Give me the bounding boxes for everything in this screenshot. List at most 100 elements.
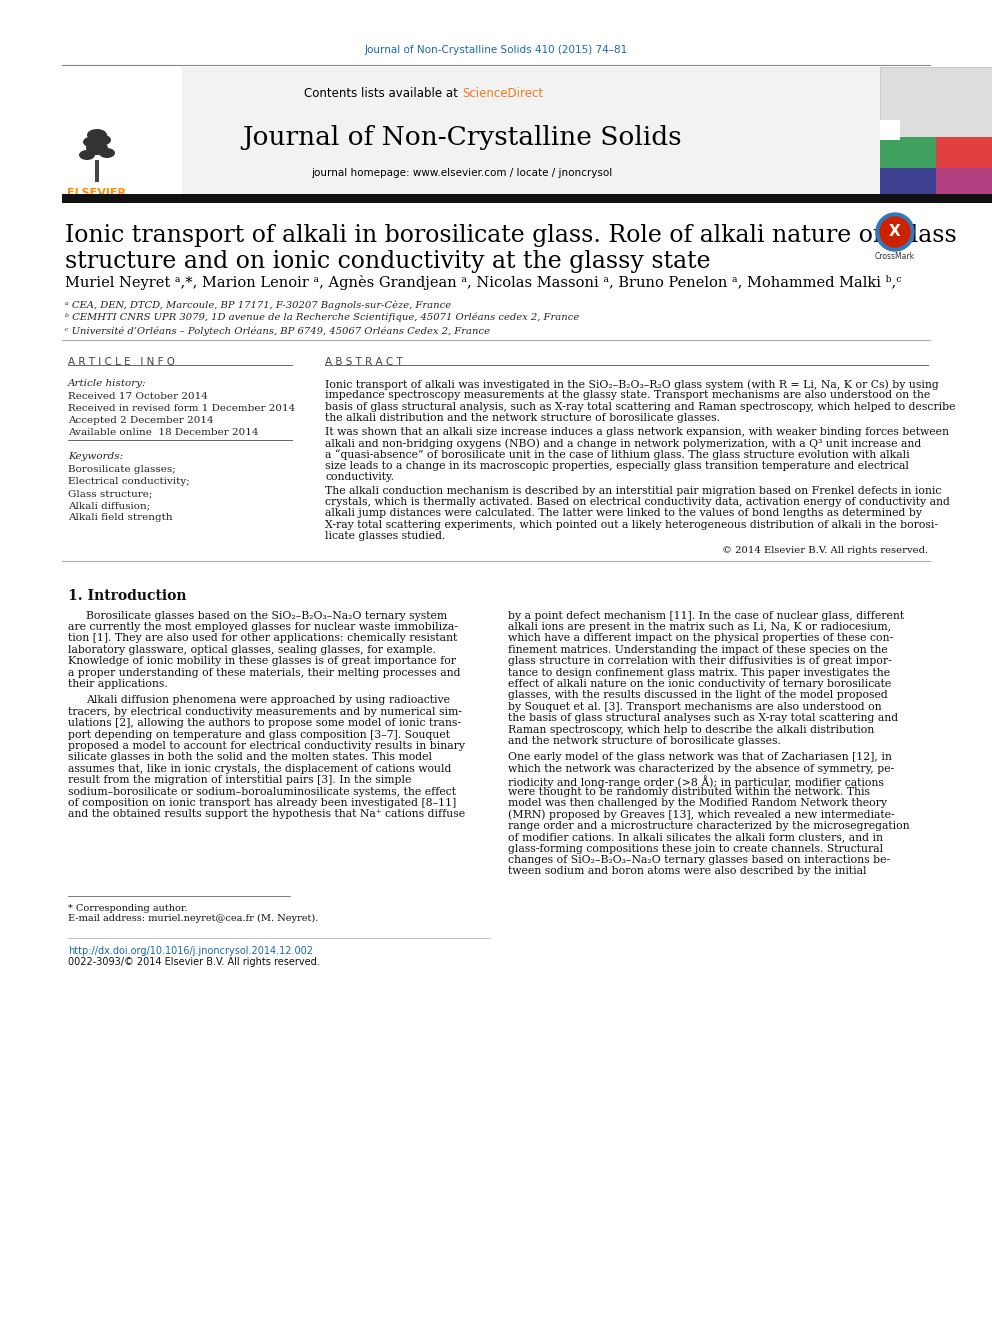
- Text: their applications.: their applications.: [68, 679, 168, 689]
- Text: range order and a microstructure characterized by the microsegregation: range order and a microstructure charact…: [508, 820, 910, 831]
- Text: Accepted 2 December 2014: Accepted 2 December 2014: [68, 415, 213, 425]
- Text: tracers, by electrical conductivity measurements and by numerical sim-: tracers, by electrical conductivity meas…: [68, 706, 462, 717]
- Text: model was then challenged by the Modified Random Network theory: model was then challenged by the Modifie…: [508, 798, 887, 808]
- Ellipse shape: [79, 149, 95, 160]
- Text: Alkali diffusion;: Alkali diffusion;: [68, 501, 150, 509]
- Text: http://dx.doi.org/10.1016/j.jnoncrysol.2014.12.002: http://dx.doi.org/10.1016/j.jnoncrysol.2…: [68, 946, 313, 955]
- Bar: [880, 138, 992, 194]
- Text: Received in revised form 1 December 2014: Received in revised form 1 December 2014: [68, 404, 296, 413]
- Ellipse shape: [86, 142, 108, 155]
- Text: ᵃ CEA, DEN, DTCD, Marcoule, BP 17171, F-30207 Bagnols-sur-Cèze, France: ᵃ CEA, DEN, DTCD, Marcoule, BP 17171, F-…: [65, 300, 451, 310]
- Text: crystals, which is thermally activated. Based on electrical conductivity data, a: crystals, which is thermally activated. …: [325, 497, 950, 507]
- Text: the alkali distribution and the network structure of borosilicate glasses.: the alkali distribution and the network …: [325, 413, 720, 423]
- Text: changes of SiO₂–B₂O₃–Na₂O ternary glasses based on interactions be-: changes of SiO₂–B₂O₃–Na₂O ternary glasse…: [508, 855, 890, 865]
- Text: silicate glasses in both the solid and the molten states. This model: silicate glasses in both the solid and t…: [68, 753, 432, 762]
- Text: * Corresponding author.: * Corresponding author.: [68, 904, 187, 913]
- Text: Muriel Neyret ᵃ,*, Marion Lenoir ᵃ, Agnès Grandjean ᵃ, Nicolas Massoni ᵃ, Bruno : Muriel Neyret ᵃ,*, Marion Lenoir ᵃ, Agnè…: [65, 275, 902, 290]
- Text: riodicity and long-range order (>8 Å); in particular, modifier cations: riodicity and long-range order (>8 Å); i…: [508, 775, 884, 789]
- Polygon shape: [95, 160, 99, 183]
- Circle shape: [876, 213, 914, 251]
- Text: size leads to a change in its macroscopic properties, especially glass transitio: size leads to a change in its macroscopi…: [325, 460, 909, 471]
- Text: port depending on temperature and glass composition [3–7]. Souquet: port depending on temperature and glass …: [68, 729, 450, 740]
- Text: X: X: [889, 225, 901, 239]
- Text: basis of glass structural analysis, such as X-ray total scattering and Raman spe: basis of glass structural analysis, such…: [325, 402, 955, 411]
- Text: X-ray total scattering experiments, which pointed out a likely heterogeneous dis: X-ray total scattering experiments, whic…: [325, 520, 938, 529]
- Text: of modifier cations. In alkali silicates the alkali form clusters, and in: of modifier cations. In alkali silicates…: [508, 832, 883, 843]
- Text: 1. Introduction: 1. Introduction: [68, 589, 186, 602]
- Text: Alkali field strength: Alkali field strength: [68, 513, 173, 523]
- Text: glass-forming compositions these join to create channels. Structural: glass-forming compositions these join to…: [508, 844, 883, 853]
- Text: of composition on ionic transport has already been investigated [8–11]: of composition on ionic transport has al…: [68, 798, 456, 808]
- Text: Available online  18 December 2014: Available online 18 December 2014: [68, 429, 259, 437]
- Text: One early model of the glass network was that of Zachariasen [12], in: One early model of the glass network was…: [508, 753, 892, 762]
- Text: assumes that, like in ionic crystals, the displacement of cations would: assumes that, like in ionic crystals, th…: [68, 763, 451, 774]
- Text: CrossMark: CrossMark: [875, 251, 915, 261]
- Text: which have a different impact on the physical properties of these con-: which have a different impact on the phy…: [508, 634, 893, 643]
- Text: and the network structure of borosilicate glasses.: and the network structure of borosilicat…: [508, 736, 781, 746]
- Text: ᶜ Université d’Orléans – Polytech Orléans, BP 6749, 45067 Orléans Cedex 2, Franc: ᶜ Université d’Orléans – Polytech Orléan…: [65, 325, 490, 336]
- Text: Raman spectroscopy, which help to describe the alkali distribution: Raman spectroscopy, which help to descri…: [508, 725, 874, 734]
- Text: which the network was characterized by the absence of symmetry, pe-: which the network was characterized by t…: [508, 763, 894, 774]
- Text: Article history:: Article history:: [68, 378, 147, 388]
- Text: tance to design confinement glass matrix. This paper investigates the: tance to design confinement glass matrix…: [508, 668, 890, 677]
- Text: finement matrices. Understanding the impact of these species on the: finement matrices. Understanding the imp…: [508, 644, 888, 655]
- Text: alkali jump distances were calculated. The latter were linked to the values of b: alkali jump distances were calculated. T…: [325, 508, 922, 519]
- Text: tion [1]. They are also used for other applications: chemically resistant: tion [1]. They are also used for other a…: [68, 634, 457, 643]
- Text: by a point defect mechanism [11]. In the case of nuclear glass, different: by a point defect mechanism [11]. In the…: [508, 611, 904, 620]
- Text: were thought to be randomly distributed within the network. This: were thought to be randomly distributed …: [508, 787, 870, 796]
- Text: Received 17 October 2014: Received 17 October 2014: [68, 392, 208, 401]
- Text: impedance spectroscopy measurements at the glassy state. Transport mechanisms ar: impedance spectroscopy measurements at t…: [325, 390, 930, 401]
- Text: effect of alkali nature on the ionic conductivity of ternary borosilicate: effect of alkali nature on the ionic con…: [508, 679, 891, 689]
- Text: by Souquet et al. [3]. Transport mechanisms are also understood on: by Souquet et al. [3]. Transport mechani…: [508, 701, 882, 712]
- Text: Borosilicate glasses based on the SiO₂–B₂O₃–Na₂O ternary system: Borosilicate glasses based on the SiO₂–B…: [86, 611, 447, 620]
- Text: and the obtained results support the hypothesis that Na⁺ cations diffuse: and the obtained results support the hyp…: [68, 810, 465, 819]
- Text: ᵇ CEMHTI CNRS UPR 3079, 1D avenue de la Recherche Scientifique, 45071 Orléans ce: ᵇ CEMHTI CNRS UPR 3079, 1D avenue de la …: [65, 314, 579, 323]
- Text: © 2014 Elsevier B.V. All rights reserved.: © 2014 Elsevier B.V. All rights reserved…: [722, 545, 928, 554]
- Bar: [880, 138, 936, 168]
- Text: Electrical conductivity;: Electrical conductivity;: [68, 478, 189, 486]
- Ellipse shape: [83, 136, 101, 147]
- Text: (MRN) proposed by Greaves [13], which revealed a new intermediate-: (MRN) proposed by Greaves [13], which re…: [508, 810, 895, 820]
- Text: A B S T R A C T: A B S T R A C T: [325, 357, 403, 366]
- Ellipse shape: [99, 148, 115, 157]
- Text: It was shown that an alkali size increase induces a glass network expansion, wit: It was shown that an alkali size increas…: [325, 426, 949, 437]
- Bar: [880, 120, 900, 140]
- Text: Glass structure;: Glass structure;: [68, 490, 153, 497]
- Text: ulations [2], allowing the authors to propose some model of ionic trans-: ulations [2], allowing the authors to pr…: [68, 718, 461, 728]
- Ellipse shape: [87, 130, 107, 142]
- Ellipse shape: [93, 135, 111, 146]
- Text: conductivity.: conductivity.: [325, 472, 394, 482]
- Text: E: E: [887, 132, 894, 142]
- Text: Alkali diffusion phenomena were approached by using radioactive: Alkali diffusion phenomena were approach…: [86, 696, 450, 705]
- Text: A R T I C L E   I N F O: A R T I C L E I N F O: [68, 357, 175, 366]
- Text: tween sodium and boron atoms were also described by the initial: tween sodium and boron atoms were also d…: [508, 867, 866, 876]
- Text: a proper understanding of these materials, their melting processes and: a proper understanding of these material…: [68, 668, 460, 677]
- Bar: [880, 67, 992, 194]
- Bar: [936, 138, 992, 168]
- Text: result from the migration of interstitial pairs [3]. In the simple: result from the migration of interstitia…: [68, 775, 412, 785]
- Text: ELSEVIER: ELSEVIER: [67, 188, 127, 198]
- Bar: [880, 138, 936, 194]
- Text: Contents lists available at: Contents lists available at: [305, 87, 462, 101]
- Text: laboratory glassware, optical glasses, sealing glasses, for example.: laboratory glassware, optical glasses, s…: [68, 644, 435, 655]
- Text: journal homepage: www.elsevier.com / locate / jnoncrysol: journal homepage: www.elsevier.com / loc…: [311, 168, 613, 179]
- Text: NON-CRYSTALLINE: NON-CRYSTALLINE: [911, 153, 961, 157]
- Text: glasses, with the results discussed in the light of the model proposed: glasses, with the results discussed in t…: [508, 691, 888, 700]
- Circle shape: [880, 217, 910, 247]
- Text: glass structure in correlation with their diffusivities is of great impor-: glass structure in correlation with thei…: [508, 656, 892, 667]
- Text: Journal of Non-Crystalline Solids 410 (2015) 74–81: Journal of Non-Crystalline Solids 410 (2…: [364, 45, 628, 56]
- Bar: [62, 67, 182, 194]
- Text: E-mail address: muriel.neyret@cea.fr (M. Neyret).: E-mail address: muriel.neyret@cea.fr (M.…: [68, 914, 318, 923]
- Text: alkali and non-bridging oxygens (NBO) and a change in network polymerization, wi: alkali and non-bridging oxygens (NBO) an…: [325, 438, 922, 448]
- Text: sodium–borosilicate or sodium–boroaluminosilicate systems, the effect: sodium–borosilicate or sodium–boroalumin…: [68, 787, 456, 796]
- Bar: [182, 67, 880, 194]
- Text: are currently the most employed glasses for nuclear waste immobiliza-: are currently the most employed glasses …: [68, 622, 458, 632]
- Text: Knowledge of ionic mobility in these glasses is of great importance for: Knowledge of ionic mobility in these gla…: [68, 656, 456, 667]
- Text: licate glasses studied.: licate glasses studied.: [325, 532, 445, 541]
- Text: The alkali conduction mechanism is described by an interstitial pair migration b: The alkali conduction mechanism is descr…: [325, 486, 941, 496]
- Bar: [62, 194, 992, 202]
- Text: Borosilicate glasses;: Borosilicate glasses;: [68, 464, 176, 474]
- Text: proposed a model to account for electrical conductivity results in binary: proposed a model to account for electric…: [68, 741, 465, 751]
- Text: Ionic transport of alkali was investigated in the SiO₂–B₂O₃–R₂O glass system (wi: Ionic transport of alkali was investigat…: [325, 378, 938, 389]
- Text: structure and on ionic conductivity at the glassy state: structure and on ionic conductivity at t…: [65, 250, 710, 273]
